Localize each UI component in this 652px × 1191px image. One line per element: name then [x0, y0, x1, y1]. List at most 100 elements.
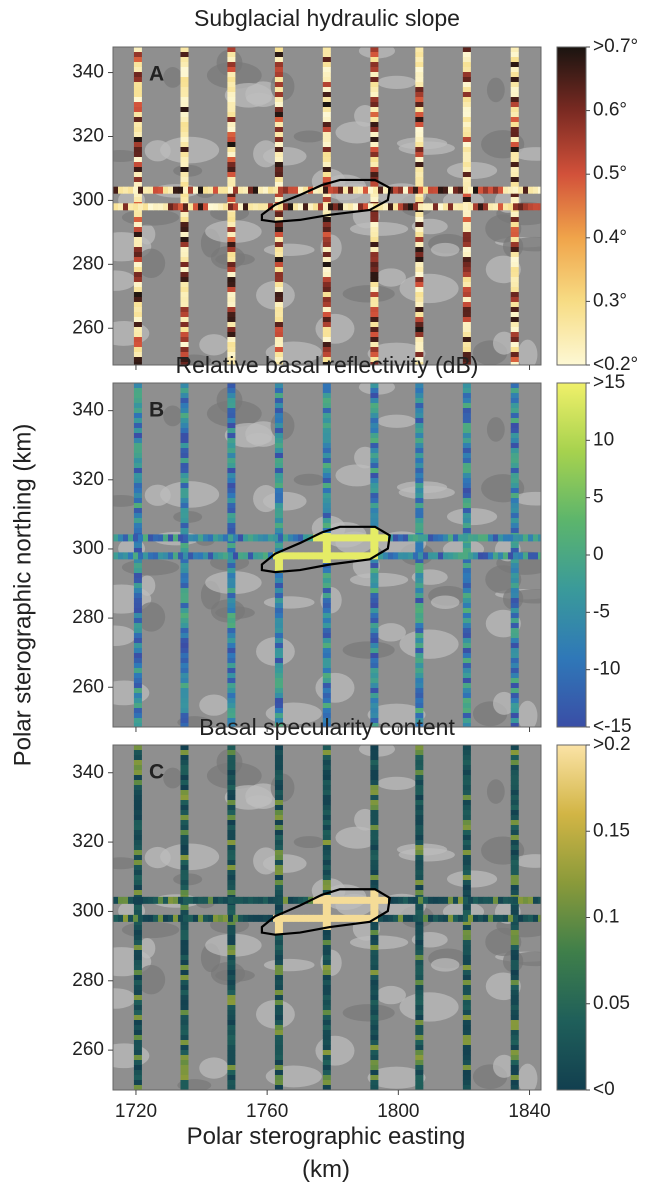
track-segment [274, 297, 283, 303]
track-segment [180, 815, 189, 821]
track-segment [180, 1000, 189, 1006]
track-segment [274, 613, 283, 619]
background-blotch [163, 67, 183, 88]
track-segment [473, 552, 479, 560]
track-segment [180, 62, 189, 68]
track-segment [133, 975, 142, 981]
track-segment [483, 552, 489, 560]
track-segment [188, 896, 194, 904]
background-blotch [335, 464, 379, 487]
x-axis-label-box: Polar sterographic easting (km) [187, 1123, 466, 1183]
track-segment [303, 914, 309, 922]
track-segment [468, 534, 474, 542]
track-segment [180, 272, 189, 278]
track-segment [322, 578, 331, 584]
track-segment [462, 152, 471, 158]
track-segment [373, 534, 379, 542]
track-segment [415, 237, 424, 243]
background-blotch [139, 937, 156, 959]
track-segment [203, 186, 209, 194]
track-segment [408, 186, 414, 194]
track-segment [370, 503, 379, 509]
track-segment [180, 790, 189, 796]
track-segment [415, 648, 424, 654]
track-segment [462, 272, 471, 278]
track-segment [510, 820, 519, 826]
track-segment [322, 668, 331, 674]
track-segment [462, 583, 471, 589]
track-segment [370, 337, 379, 343]
track-segment [227, 438, 236, 444]
background-blotch [376, 268, 406, 287]
track-segment [462, 668, 471, 674]
track-segment [274, 107, 283, 113]
track-segment [415, 770, 424, 776]
track-segment [253, 534, 259, 542]
track-segment [274, 860, 283, 866]
track-segment [415, 623, 424, 629]
track-segment [415, 433, 424, 439]
track-segment [274, 723, 283, 727]
track-segment [322, 1035, 331, 1041]
background-blotch [263, 596, 315, 609]
track-segment [370, 317, 379, 323]
track-segment [462, 448, 471, 454]
track-segment [370, 408, 379, 414]
track-segment [227, 418, 236, 424]
track-segment [370, 1010, 379, 1016]
track-segment [180, 628, 189, 634]
flight-track [180, 47, 189, 365]
track-segment [462, 62, 471, 68]
track-segment [313, 186, 319, 194]
track-segment [180, 498, 189, 504]
track-segment [180, 1020, 189, 1026]
track-segment [510, 1085, 519, 1090]
track-segment [462, 543, 471, 549]
track-segment [274, 212, 283, 218]
track-segment [483, 914, 489, 922]
track-segment [283, 186, 289, 194]
track-segment [322, 865, 331, 871]
track-segment [227, 257, 236, 263]
track-segment [322, 955, 331, 961]
track-segment [213, 552, 219, 560]
track-segment [462, 302, 471, 308]
track-segment [133, 628, 142, 634]
track-segment [274, 327, 283, 333]
track-segment [227, 940, 236, 946]
track-segment [503, 552, 509, 560]
track-segment [462, 990, 471, 996]
track-segment [368, 896, 374, 904]
track-segment [370, 870, 379, 876]
track-segment [370, 232, 379, 238]
track-segment [433, 914, 439, 922]
background-blotch [160, 136, 220, 164]
track-segment [458, 552, 464, 560]
track-segment [180, 613, 189, 619]
track-segment [227, 1025, 236, 1031]
track-segment [462, 67, 471, 73]
track-segment [133, 860, 142, 866]
track-segment [143, 896, 149, 904]
track-segment [322, 488, 331, 494]
track-segment [428, 552, 434, 560]
track-segment [443, 186, 449, 194]
track-segment [370, 668, 379, 674]
track-segment [274, 850, 283, 856]
track-segment [370, 362, 379, 365]
track-segment [370, 588, 379, 594]
track-segment [415, 428, 424, 434]
track-segment [227, 277, 236, 283]
track-segment [180, 77, 189, 83]
track-segment [415, 723, 424, 727]
track-segment [133, 327, 142, 333]
track-segment [415, 678, 424, 684]
track-segment [462, 1005, 471, 1011]
track-segment [227, 648, 236, 654]
track-segment [227, 508, 236, 514]
track-segment [510, 317, 519, 323]
track-segment [415, 257, 424, 263]
track-segment [533, 203, 539, 211]
track-segment [173, 186, 179, 194]
track-segment [133, 1070, 142, 1076]
